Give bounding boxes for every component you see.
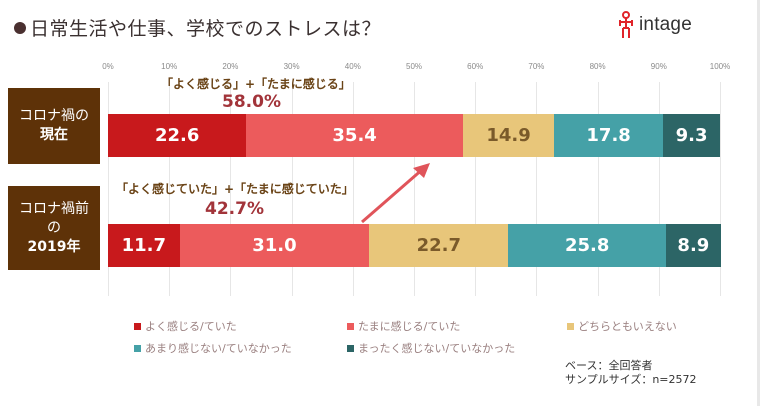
annotation-2019-text: 「よく感じていた」+「たまに感じていた」: [116, 182, 354, 196]
legend-item: あまり感じない/ていなかった: [134, 340, 292, 356]
x-tick-label: 30%: [283, 62, 300, 71]
x-tick-label: 60%: [467, 62, 484, 71]
bar-segment: 14.9: [462, 114, 555, 157]
bar-segment: 35.4: [246, 114, 463, 157]
category-line: 2019年: [27, 238, 81, 255]
legend-label: どちらともいえない: [578, 320, 677, 333]
gridline: [414, 82, 415, 296]
category-line: コロナ禍の: [19, 108, 89, 124]
bar-value-label: 22.6: [154, 125, 200, 146]
bar-segment: 17.8: [554, 114, 664, 157]
legend-item: まったく感じない/ていなかった: [347, 340, 515, 356]
bar-value-label: 14.9: [486, 125, 531, 146]
bar-segment: 22.7: [369, 224, 509, 267]
legend-item: どちらともいえない: [567, 318, 677, 334]
frame-border: [757, 0, 760, 406]
category-label-current: コロナ禍の 現在: [8, 88, 100, 164]
bar-segment: 22.6: [108, 114, 247, 157]
gridline: [353, 82, 354, 296]
category-line: コロナ禍前: [19, 200, 89, 217]
legend-label: たまに感じる/ていた: [358, 320, 461, 333]
gridline: [108, 82, 109, 296]
legend-label: よく感じる/ていた: [145, 320, 237, 333]
gridline: [598, 82, 599, 296]
page-title: 日常生活や仕事、学校でのストレスは？: [14, 14, 381, 41]
bar-segment: 31.0: [179, 224, 370, 267]
gridline: [230, 82, 231, 296]
category-label-2019: コロナ禍前の 2019年: [8, 186, 100, 270]
annotation-current-value: 58.0%: [222, 92, 281, 112]
bar-value-label: 11.7: [121, 235, 166, 256]
legend-swatch-icon: [567, 322, 574, 330]
category-line: の: [47, 219, 61, 236]
gridline: [659, 82, 660, 296]
gridline: [720, 82, 721, 296]
x-tick-label: 50%: [405, 62, 423, 71]
legend-swatch-icon: [347, 322, 354, 330]
bar-value-label: 35.4: [332, 125, 377, 146]
bar-segment: 8.9: [666, 224, 721, 267]
logo-text: intage: [639, 14, 692, 35]
legend-swatch-icon: [347, 344, 354, 352]
legend-swatch-icon: [134, 344, 141, 352]
title-text: 日常生活や仕事、学校でのストレスは？: [30, 18, 382, 40]
x-tick-label: 20%: [222, 62, 239, 71]
gridline: [292, 82, 293, 296]
bar-value-label: 9.3: [675, 125, 708, 146]
legend-label: まったく感じない/ていなかった: [358, 342, 516, 355]
bar-segment: 9.3: [663, 114, 720, 157]
bar-segment: 25.8: [508, 224, 667, 267]
legend-item: よく感じる/ていた: [134, 318, 237, 334]
x-tick-label: 80%: [589, 62, 606, 71]
bullet-icon: [14, 22, 26, 34]
bar-value-label: 8.9: [677, 235, 710, 256]
x-tick-label: 70%: [528, 62, 545, 71]
gridline: [475, 82, 476, 296]
logo-figure-icon: [619, 11, 633, 38]
note-sample-size: サンプルサイズ：n=2572: [565, 373, 697, 386]
x-tick-label: 40%: [344, 62, 361, 71]
note-base: ベース：全回答者: [565, 359, 653, 372]
bar-segment: 11.7: [108, 224, 180, 267]
bar-value-label: 22.7: [416, 235, 461, 256]
category-line: 現在: [40, 127, 68, 143]
bar-value-label: 25.8: [564, 235, 610, 256]
annotation-current-text: 「よく感じる」+「たまに感じる」: [161, 77, 351, 91]
x-tick-label: 100%: [709, 62, 731, 71]
bar-value-label: 31.0: [252, 235, 297, 256]
legend-item: たまに感じる/ていた: [347, 318, 460, 334]
intage-logo: intage: [617, 10, 692, 40]
legend-swatch-icon: [134, 322, 141, 330]
annotation-2019-value: 42.7%: [205, 199, 264, 219]
bar-value-label: 17.8: [586, 125, 631, 146]
gridline: [536, 82, 537, 296]
x-tick-label: 90%: [650, 62, 667, 71]
gridline: [169, 82, 170, 296]
x-tick-label: 10%: [161, 62, 178, 71]
legend-label: あまり感じない/ていなかった: [145, 342, 292, 355]
x-tick-label: 0%: [102, 62, 114, 71]
